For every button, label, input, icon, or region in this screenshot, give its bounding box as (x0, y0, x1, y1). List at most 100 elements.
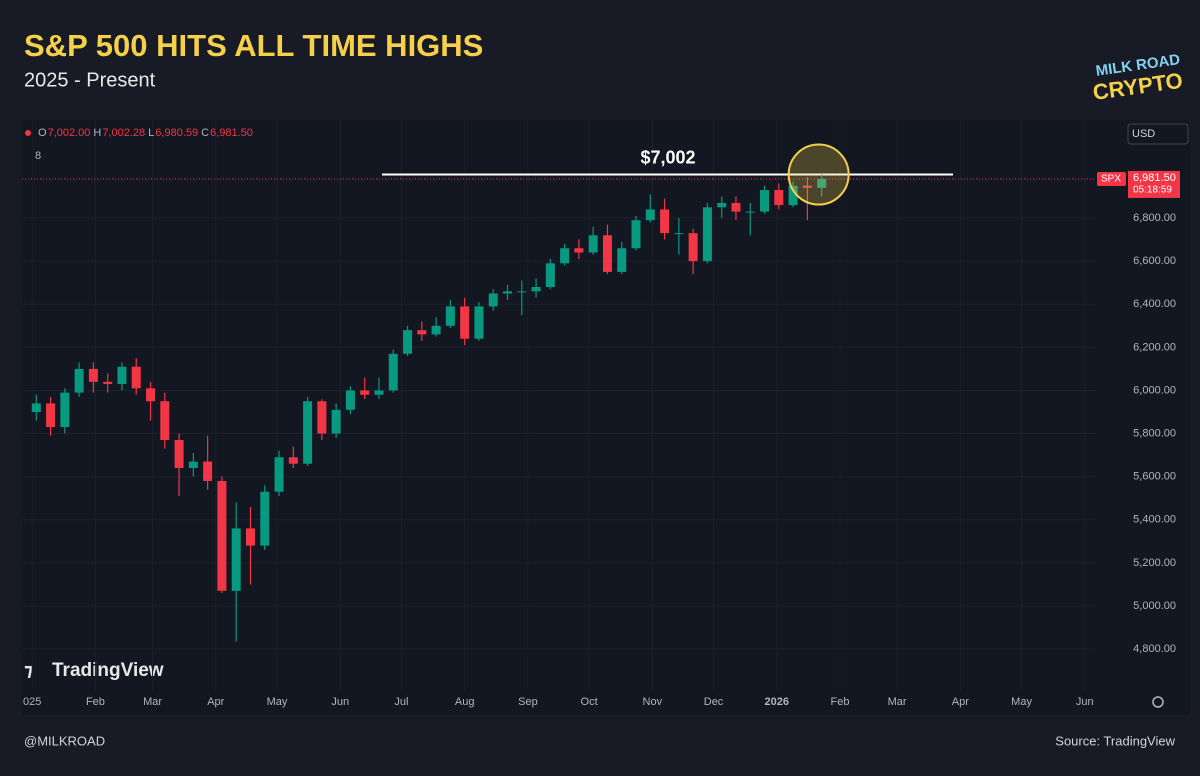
candle-body (760, 190, 770, 212)
x-tick-label: May (267, 696, 288, 708)
y-tick-label: 4,800.00 (1133, 643, 1176, 655)
y-tick-label: 6,000.00 (1133, 384, 1176, 396)
candle-body (388, 353, 398, 391)
candle-body (403, 330, 413, 354)
interval: 8 (35, 150, 41, 162)
candle-body (431, 325, 441, 335)
candle-body (103, 381, 113, 384)
candle-body (531, 287, 541, 292)
footer-left: @MILKROAD (24, 733, 105, 748)
symbol-label: SPX (1101, 174, 1121, 185)
candle-body (602, 235, 612, 272)
candles (31, 174, 827, 642)
plot-area (22, 120, 1190, 715)
annotation-label: $7,002 (640, 147, 695, 167)
x-tick-label: Feb (831, 696, 850, 708)
candle-body (146, 388, 156, 402)
candle-body (417, 330, 427, 335)
chart-title: S&P 500 HITS ALL TIME HIGHS (24, 28, 483, 63)
candle-body (317, 401, 327, 434)
y-tick-label: 5,400.00 (1133, 514, 1176, 526)
candle-body (46, 403, 56, 428)
candle-body (131, 366, 141, 389)
candle-body (445, 306, 455, 326)
candle-body (31, 403, 41, 413)
candle-body (360, 390, 370, 395)
x-tick-label: Jun (1076, 696, 1094, 708)
x-tick-label: Oct (581, 696, 598, 708)
candle-body (288, 457, 298, 464)
x-tick-label: 025 (23, 696, 41, 708)
candle-body (802, 185, 812, 188)
candle-body (217, 480, 227, 591)
x-tick-label: Aug (455, 696, 475, 708)
candle-body (74, 368, 84, 393)
header-dot (25, 130, 31, 136)
candle-body (345, 390, 355, 410)
candle-body (745, 211, 755, 213)
candle-body (488, 293, 498, 307)
header-value: 6,981.50 (210, 127, 253, 139)
watermark: TradingView (52, 660, 164, 681)
x-tick-label: Dec (704, 696, 724, 708)
header-key: O (38, 127, 47, 139)
x-tick-label: May (1011, 696, 1032, 708)
x-tick-label: Mar (143, 696, 162, 708)
y-tick-label: 6,800.00 (1133, 212, 1176, 224)
currency[interactable]: USD (1132, 128, 1155, 140)
y-tick-label: 5,200.00 (1133, 557, 1176, 569)
candle-body (817, 178, 827, 188)
chart-subtitle: 2025 - Present (24, 69, 156, 91)
candle-body (374, 390, 384, 395)
x-tick-label: Mar (888, 696, 907, 708)
candle-body (188, 461, 198, 469)
candle-body (503, 291, 513, 294)
header-key: H (93, 127, 101, 139)
x-tick-label: 2026 (765, 696, 789, 708)
candle-body (460, 306, 470, 339)
x-tick-label: Feb (86, 696, 105, 708)
candle-body (517, 291, 527, 293)
candle-body (260, 491, 270, 546)
x-tick-label: Jul (394, 696, 408, 708)
header-value: 7,002.00 (48, 127, 91, 139)
candle-body (788, 185, 798, 206)
countdown-label: 05:18:59 (1133, 185, 1172, 196)
footer-right: Source: TradingView (1055, 733, 1175, 748)
y-tick-label: 6,600.00 (1133, 255, 1176, 267)
candle-body (545, 263, 555, 288)
candle-body (560, 248, 570, 264)
settings-icon[interactable] (1152, 696, 1164, 708)
candle-body (117, 366, 127, 384)
candle-body (617, 248, 627, 272)
highlight-circle (787, 143, 850, 206)
candle-body (303, 401, 313, 464)
currency-box[interactable] (1127, 123, 1189, 145)
candle-body (474, 306, 484, 339)
candle-body (702, 207, 712, 262)
candle-body (674, 233, 684, 235)
candle-body (274, 457, 284, 492)
header-value: 6,980.59 (155, 127, 198, 139)
price-tag (1128, 170, 1180, 198)
y-tick-label: 5,800.00 (1133, 427, 1176, 439)
candle-body (331, 409, 341, 434)
x-tick-label: Apr (207, 696, 224, 708)
header-value: 7,002.28 (102, 127, 145, 139)
y-tick-label: 6,400.00 (1133, 298, 1176, 310)
y-tick-label: 5,000.00 (1133, 600, 1176, 612)
candle-body (231, 528, 241, 591)
candle-body (60, 392, 70, 428)
candle-body (660, 209, 670, 234)
symbol-tag (1097, 171, 1126, 186)
candle-body (717, 202, 727, 208)
candle-body (174, 440, 184, 469)
price-label: 6,981.50 (1133, 172, 1176, 184)
candle-body (88, 368, 98, 382)
candle-body (631, 220, 641, 249)
y-tick-label: 5,600.00 (1133, 471, 1176, 483)
header-key: C (201, 127, 209, 139)
watermark-icon: ⁊ (24, 660, 33, 680)
candle-body (245, 528, 255, 546)
